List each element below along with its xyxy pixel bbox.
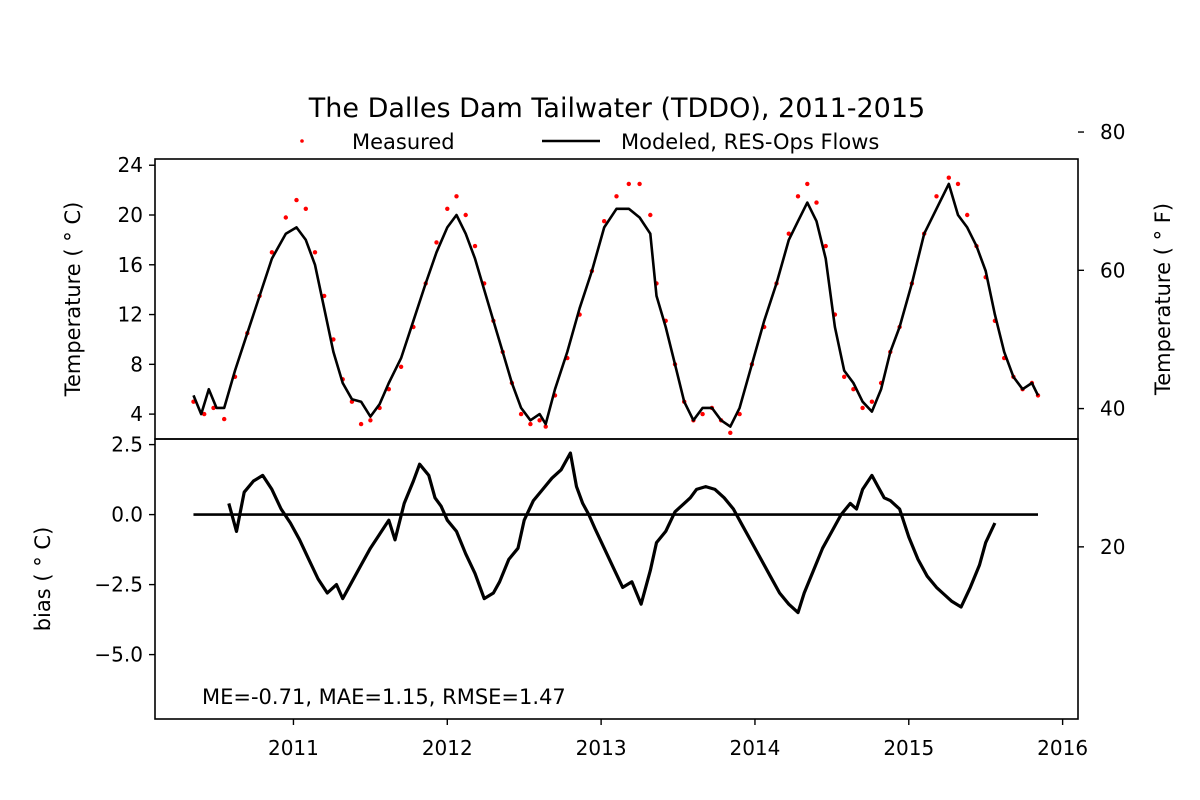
measured-point <box>222 416 227 422</box>
measured-point <box>700 411 705 417</box>
chart-title: The Dalles Dam Tailwater (TDDO), 2011-20… <box>308 93 925 124</box>
modeled-series-line <box>192 182 1040 428</box>
measured-point <box>303 206 308 211</box>
measured-point <box>860 405 865 411</box>
measured-point <box>614 194 619 199</box>
temperature-ylabel-left: Temperature ( ° C) <box>61 202 85 398</box>
measured-point <box>518 411 524 417</box>
bias-yticks: 2.5 0.0 −2.5 −5.0 <box>94 433 155 667</box>
bias-ytick-label: −2.5 <box>94 573 143 597</box>
ytick-label: 16 <box>118 253 143 277</box>
measured-point <box>463 212 468 218</box>
measured-point <box>648 212 653 218</box>
measured-point <box>358 421 364 427</box>
measured-point <box>211 405 216 411</box>
measured-point <box>294 197 299 203</box>
measured-point <box>283 215 288 220</box>
measured-point <box>869 399 875 404</box>
measured-point <box>626 181 631 187</box>
measured-point <box>202 411 207 417</box>
ytick-label: 20 <box>118 203 143 227</box>
temperature-yticks-right: 20 40 60 80 <box>1078 120 1125 559</box>
measured-point <box>602 219 607 224</box>
temperature-panel: 4 8 12 16 20 24 20 40 60 80 Temperature ( ° C) T… <box>61 120 1175 559</box>
measured-point <box>445 206 450 211</box>
measured-point <box>842 374 847 379</box>
bias-panel: 2.50.0−2.5−5.0 2011 2012 2013 2014 2015 2016 … <box>31 433 1088 760</box>
xtick-label: 2011 <box>268 736 319 760</box>
bias-panel-frame <box>154 438 1079 720</box>
measured-point <box>543 424 548 429</box>
measured-point <box>823 243 828 249</box>
measured-point <box>934 194 939 199</box>
legend-marker-measured <box>300 139 304 143</box>
measured-point <box>728 430 733 435</box>
measured-point <box>269 250 275 255</box>
measured-point <box>805 181 810 187</box>
measured-point <box>454 194 459 199</box>
error-metrics-annotation: ME=-0.71, MAE=1.15, RMSE=1.47 <box>202 685 566 709</box>
xtick-label: 2015 <box>883 736 934 760</box>
temperature-ylabel-right: Temperature ( ° F) <box>1151 203 1175 396</box>
measured-point <box>955 181 961 187</box>
ytick-label-right: 80 <box>1100 120 1125 144</box>
legend-label-modeled: Modeled, RES-Ops Flows <box>621 130 879 154</box>
temperature-yticks-left: 4 8 12 16 20 24 <box>118 153 155 426</box>
ytick-label: 4 <box>130 402 143 426</box>
measured-point <box>537 418 542 423</box>
measured-point <box>528 421 533 427</box>
measured-point <box>398 364 404 369</box>
measured-point <box>368 418 373 423</box>
bias-series-line <box>227 451 997 615</box>
xtick-label: 2014 <box>729 736 780 760</box>
legend: Measured Modeled, RES-Ops Flows <box>300 130 879 154</box>
ytick-label: 12 <box>118 303 143 327</box>
ytick-label-right: 20 <box>1100 535 1125 559</box>
ytick-label: 8 <box>130 352 143 376</box>
bias-ylabel: bias ( ° C) <box>31 527 55 632</box>
legend-label-measured: Measured <box>352 130 455 154</box>
xtick-label: 2013 <box>576 736 627 760</box>
measured-point <box>814 200 819 205</box>
measured-point <box>965 212 970 218</box>
bias-ytick-label: −5.0 <box>94 643 143 667</box>
bias-ytick-label: 0.0 <box>111 503 143 527</box>
measured-point <box>637 181 642 187</box>
ytick-label: 24 <box>118 153 143 177</box>
measured-point <box>312 250 318 255</box>
ytick-label-right: 40 <box>1100 397 1125 421</box>
ytick-label-right: 60 <box>1100 258 1125 282</box>
measured-point <box>434 240 439 245</box>
xtick-label: 2012 <box>422 736 473 760</box>
measured-point <box>795 194 801 199</box>
bias-ytick-label: 2.5 <box>111 433 143 457</box>
year-xticks: 2011 2012 2013 2014 2015 2016 <box>268 719 1088 760</box>
bias-plot-area <box>193 451 1039 615</box>
xtick-label: 2016 <box>1037 736 1088 760</box>
measured-point <box>472 243 478 249</box>
temperature-plot-area <box>191 175 1041 435</box>
measured-point <box>946 175 951 180</box>
